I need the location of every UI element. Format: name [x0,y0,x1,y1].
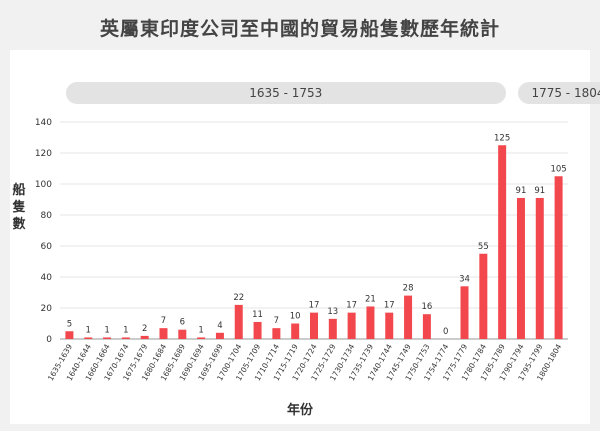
x-axis-label: 年份 [286,403,313,418]
period-label-late: 1775 - 1804 [517,82,600,104]
bar [253,321,262,339]
bar [215,332,224,339]
y-tick-label: 60 [41,242,53,252]
chart-title: 英屬東印度公司至中國的貿易船隻數歷年統計 [99,18,500,40]
y-tick-label: 20 [41,304,53,314]
chart-card [10,50,590,424]
data-label: 17 [384,301,395,311]
y-tick-label: 140 [35,118,52,128]
bar [535,197,544,339]
bar [422,314,431,339]
data-label: 16 [421,302,432,312]
data-label: 17 [346,301,357,311]
bar [479,253,488,339]
data-label: 34 [459,274,470,284]
y-tick-label: 40 [41,273,53,283]
data-label: 17 [309,301,320,311]
data-label: 7 [161,316,166,326]
bar [103,337,112,339]
bar [554,176,563,339]
bar [328,318,337,339]
data-label: 125 [494,133,510,143]
data-label: 2 [142,324,147,334]
bar [516,197,525,339]
data-label: 28 [403,284,414,294]
data-label: 4 [217,321,222,331]
y-tick-label: 0 [46,335,52,345]
data-label: 13 [327,307,338,317]
bar [310,312,318,339]
bar [121,337,130,339]
data-label: 0 [443,327,448,337]
bar [140,335,149,339]
data-label: 1 [86,325,91,335]
bar [404,295,413,339]
y-tick-label: 120 [35,149,52,159]
data-label: 91 [516,186,527,196]
data-label: 1 [104,325,109,335]
bar [460,286,469,339]
data-label: 105 [550,164,566,174]
bar [385,312,394,339]
bar [178,329,187,339]
bar [272,328,281,339]
bar [159,328,168,339]
data-label: 7 [274,316,279,326]
bar [291,323,300,339]
bar [234,304,243,339]
data-label: 21 [365,294,376,304]
y-tick-label: 100 [35,180,52,190]
y-axis-label: 船隻數 [12,183,26,232]
bar [366,306,375,339]
data-label: 1 [198,325,203,335]
bar [498,145,507,339]
bar [65,331,74,339]
data-label: 55 [478,242,489,252]
y-tick-label: 80 [41,211,53,221]
data-label: 11 [252,310,263,320]
period-label-early: 1635 - 1753 [66,82,506,104]
data-label: 22 [233,293,244,303]
data-label: 1 [123,325,128,335]
data-label: 5 [67,319,72,329]
data-label: 91 [534,186,545,196]
bar [84,337,93,339]
data-label: 6 [180,318,185,328]
data-label: 10 [290,312,301,322]
bar [197,337,206,339]
bar [347,312,356,339]
